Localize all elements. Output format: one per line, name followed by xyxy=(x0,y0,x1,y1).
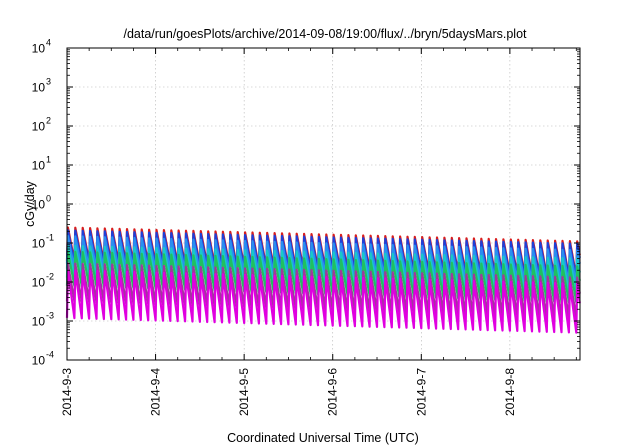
y-tick-label: 10 3 xyxy=(32,77,51,95)
y-tick-base: 10 xyxy=(32,315,46,329)
y-tick-base: 10 xyxy=(32,237,46,251)
y-tick-exponent: 2 xyxy=(46,116,51,126)
chart-title: /data/run/goesPlots/archive/2014-09-08/1… xyxy=(123,27,527,41)
x-tick-label: 2014-9-3 xyxy=(60,368,74,416)
y-tick-label: 10 -2 xyxy=(32,272,54,290)
y-tick-exponent: 1 xyxy=(46,155,51,165)
series-line xyxy=(65,269,581,334)
y-tick-base: 10 xyxy=(32,198,46,212)
x-tick-label: 2014-9-8 xyxy=(503,368,517,416)
y-tick-exponent: -4 xyxy=(46,350,54,360)
y-tick-exponent: -2 xyxy=(46,272,54,282)
x-axis-label: Coordinated Universal Time (UTC) xyxy=(227,431,419,445)
y-tick-base: 10 xyxy=(32,354,46,368)
y-tick-exponent: 0 xyxy=(46,194,51,204)
y-tick-base: 10 xyxy=(32,42,46,56)
y-tick-exponent: -3 xyxy=(46,311,54,321)
y-tick-exponent: -1 xyxy=(46,233,54,243)
series-layer xyxy=(65,226,581,334)
x-tick-label: 2014-9-5 xyxy=(237,368,251,416)
y-tick-exponent: 3 xyxy=(46,77,51,87)
y-tick-label: 10 4 xyxy=(32,38,51,56)
y-tick-label: 10 1 xyxy=(32,155,51,173)
y-tick-label: 10 2 xyxy=(32,116,51,134)
x-tick-label: 2014-9-7 xyxy=(414,368,428,416)
x-tick-label: 2014-9-4 xyxy=(149,368,163,416)
y-tick-base: 10 xyxy=(32,120,46,134)
y-axis-label: cGy/day xyxy=(23,180,37,227)
y-tick-label: 10 -1 xyxy=(32,233,54,251)
y-tick-label: 10 -4 xyxy=(32,350,54,368)
x-tick-label: 2014-9-6 xyxy=(326,368,340,416)
y-tick-label: 10 0 xyxy=(32,194,51,212)
y-tick-exponent: 4 xyxy=(46,38,51,48)
y-tick-label: 10 -3 xyxy=(32,311,54,329)
y-tick-base: 10 xyxy=(32,276,46,290)
y-tick-base: 10 xyxy=(32,81,46,95)
x-axis: 2014-9-3 2014-9-4 2014-9-5 2014-9-6 2014-9-7… xyxy=(60,48,577,416)
y-tick-base: 10 xyxy=(32,159,46,173)
